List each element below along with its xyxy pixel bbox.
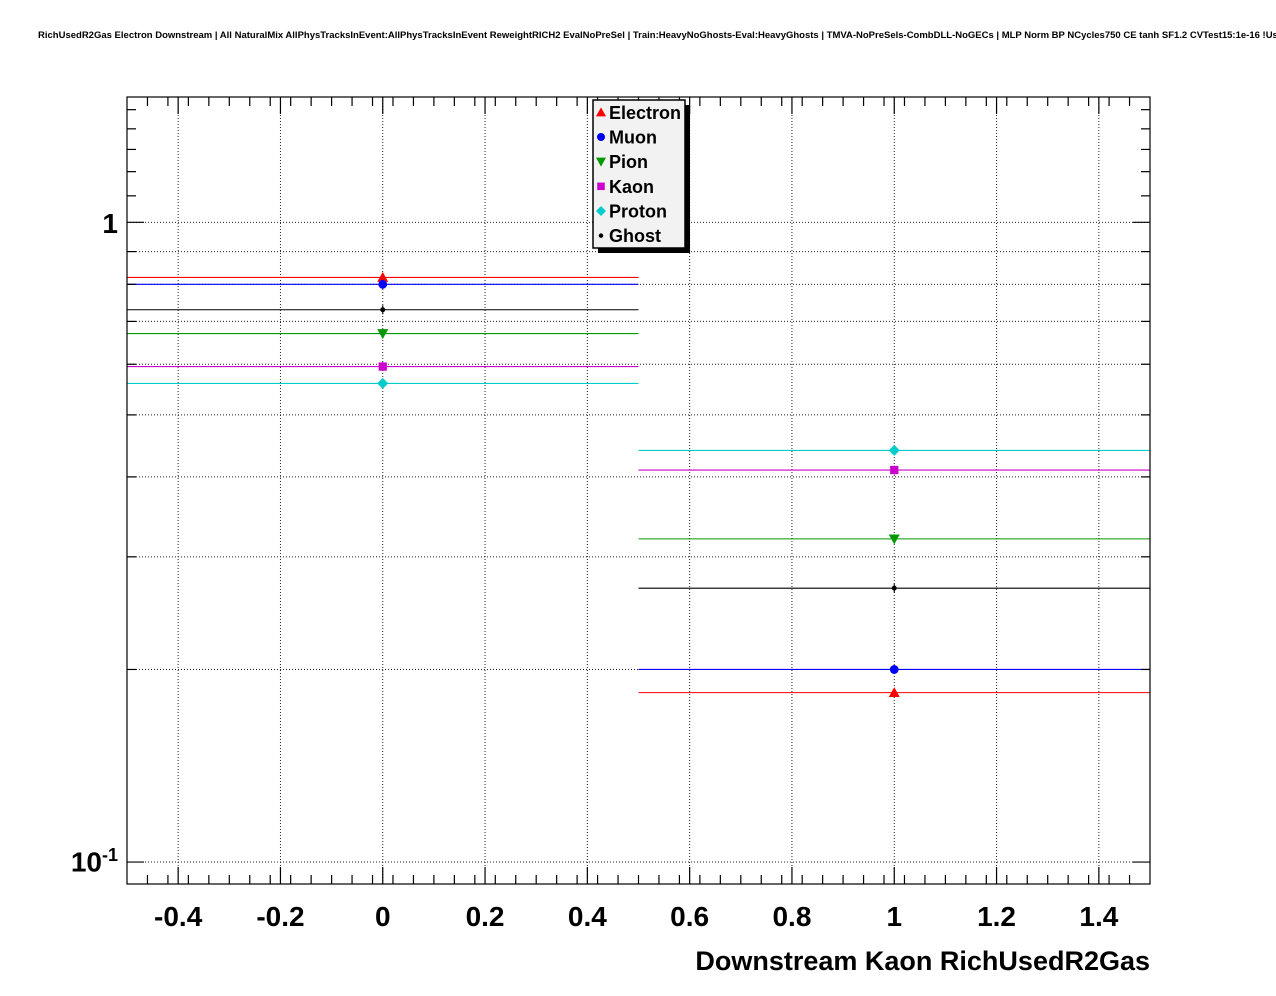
legend-box [592,99,686,249]
grid-lines [127,97,1150,884]
x-tick-label: 1 [886,901,902,932]
marker-ghost [380,307,386,313]
series-electron [127,271,1150,698]
series-muon [127,279,1150,674]
legend-label-ghost: Ghost [609,226,661,246]
legend-marker-pion [596,157,606,167]
legend-label-proton: Proton [609,202,667,222]
y-tick-label-1: 1 [102,208,118,239]
y-tick-label-0.1: 10-1 [70,845,118,878]
plot-title: RichUsedR2Gas Electron Downstream | All … [38,30,1276,41]
marker-proton [888,444,900,456]
legend-marker-kaon [597,182,605,191]
marker-kaon [890,465,899,475]
marker-pion [377,329,389,340]
legend-label-muon: Muon [609,128,657,148]
x-tick-label: 0.8 [772,901,811,932]
legend-label-electron: Electron [609,103,681,123]
x-tick-label: 1.2 [977,901,1016,932]
marker-kaon [378,362,387,371]
x-tick-label: -0.2 [256,901,304,932]
marker-electron [888,687,900,698]
x-tick-label: 0.6 [670,901,709,932]
marker-muon [378,279,388,289]
x-tick-label: 0.2 [466,901,505,932]
legend-marker-ghost [598,233,604,238]
series-proton [127,377,1150,456]
marker-ghost [891,585,897,591]
marker-proton [377,377,389,389]
legend-marker-electron [596,107,606,117]
legend-label-pion: Pion [609,152,648,172]
data-series [127,271,1150,698]
legend-marker-proton [596,206,606,216]
x-axis-title: Downstream Kaon RichUsedR2Gas [695,946,1150,976]
series-ghost [127,305,1150,593]
marker-electron [377,271,389,282]
legend-label-kaon: Kaon [609,177,654,197]
series-pion [127,329,1150,545]
legend: Electron Muon Pion Kaon Proton Ghost [592,99,690,253]
x-tick-label: 1.4 [1079,901,1118,932]
x-tick-label: 0 [375,901,391,932]
marker-pion [888,534,900,545]
x-tick-label: -0.4 [154,901,203,932]
x-tick-label: 0.4 [568,901,607,932]
legend-marker-muon [597,133,605,141]
axis-labels: -0.4 -0.2 0 0.2 0.4 0.6 0.8 1 1.2 1.4 [154,901,1119,932]
marker-muon [889,665,899,674]
series-kaon [127,362,1150,475]
